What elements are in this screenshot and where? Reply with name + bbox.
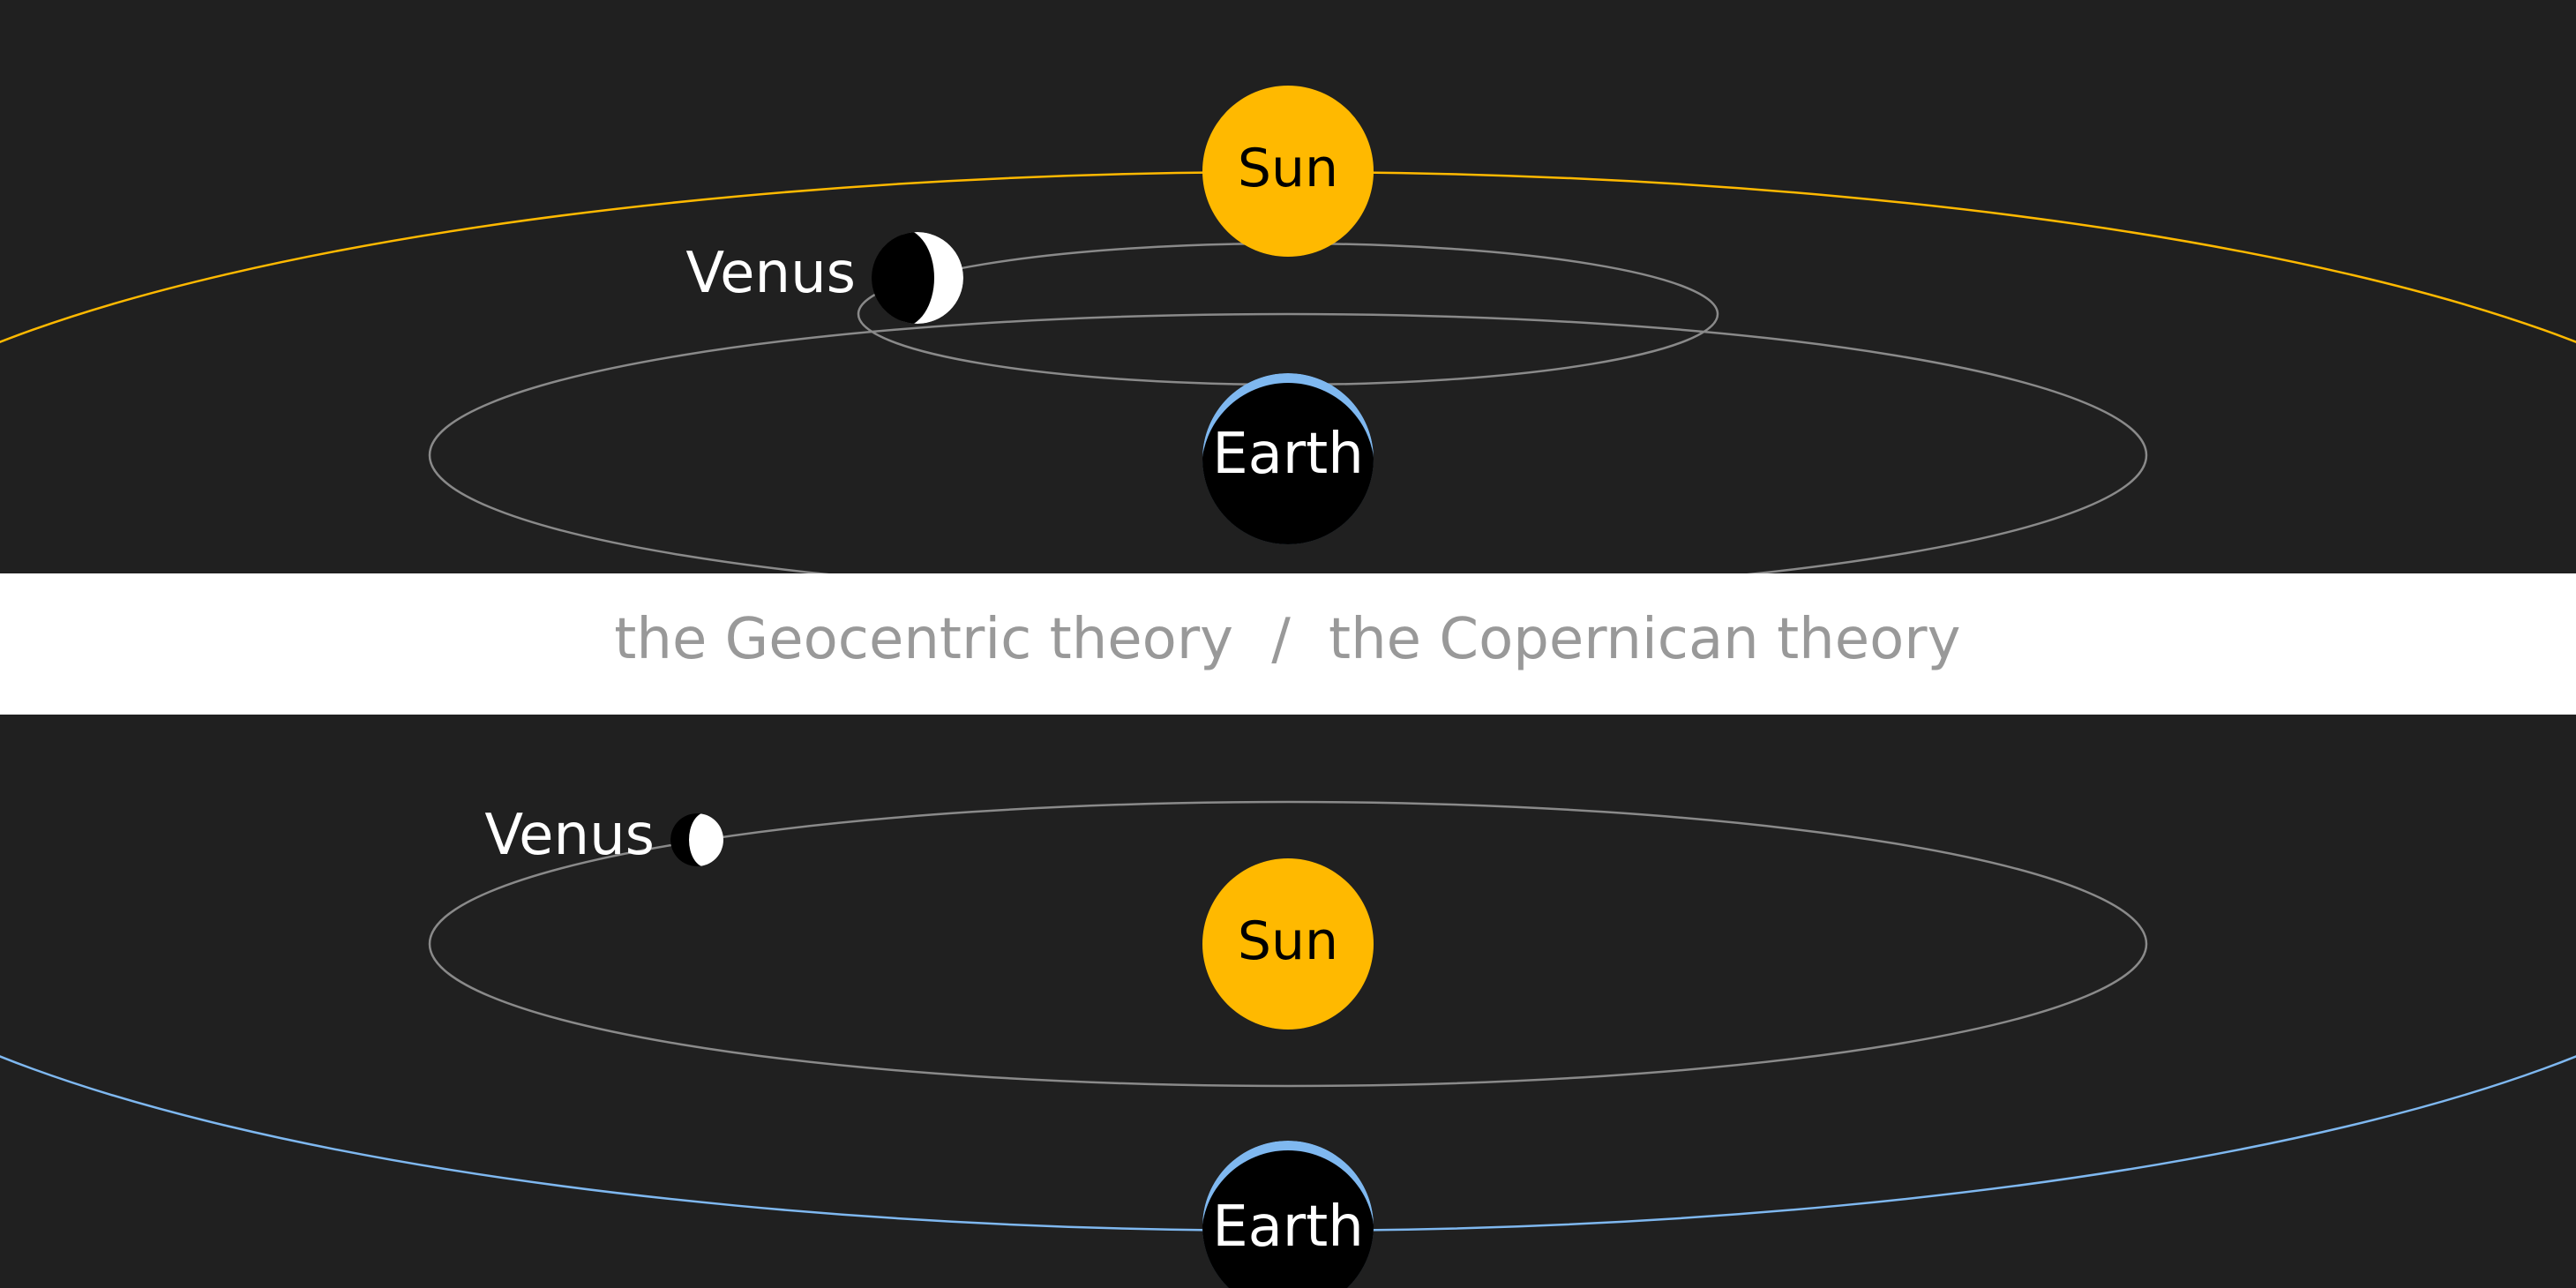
earth-centered-orbit xyxy=(429,312,2147,573)
sun-label: Sun xyxy=(1238,910,1338,972)
venus-orbit xyxy=(428,800,2148,1088)
geocentric-caption: the Geocentric theory xyxy=(614,607,1233,672)
venus-label: Venus xyxy=(685,241,856,306)
earth-disk xyxy=(1202,1150,1374,1288)
copernican-caption: the Copernican theory xyxy=(1329,607,1960,672)
caption-band: the Geocentric theory ∕ the Copernican t… xyxy=(0,573,2576,715)
sun-disk xyxy=(1202,858,1374,1030)
earth-label: Earth xyxy=(1212,1194,1364,1260)
sun-disk xyxy=(1202,86,1374,257)
geocentric-panel: Sun Venus Earth xyxy=(0,86,2576,573)
caption-separator: ∕ xyxy=(1271,607,1291,672)
sun: Sun xyxy=(1202,86,1374,257)
earth: Earth xyxy=(1202,1141,1374,1288)
copernican-panel: Sun Venus Earth xyxy=(0,800,2576,1288)
sun: Sun xyxy=(1202,858,1374,1030)
earth-disk xyxy=(1202,383,1374,544)
earth: Earth xyxy=(1202,373,1374,544)
venus-gibbous-icon xyxy=(670,813,723,866)
caption-background xyxy=(0,573,2576,715)
earth-label: Earth xyxy=(1212,422,1364,487)
sun-label: Sun xyxy=(1238,138,1338,199)
venus: Venus xyxy=(484,803,723,868)
venus-label: Venus xyxy=(484,803,655,868)
